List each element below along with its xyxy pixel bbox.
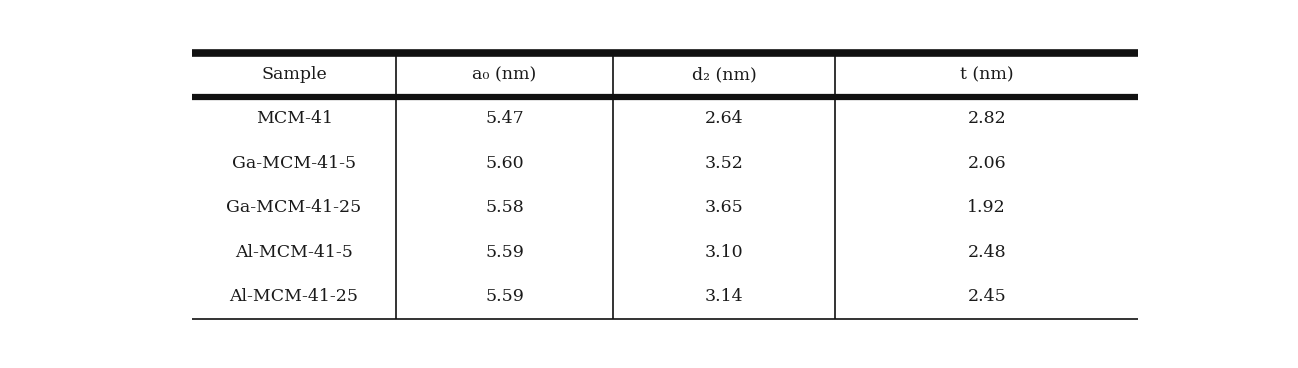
Text: 2.45: 2.45 bbox=[967, 288, 1006, 305]
Text: Sample: Sample bbox=[261, 66, 327, 83]
Text: 5.59: 5.59 bbox=[485, 288, 524, 305]
Text: 5.59: 5.59 bbox=[485, 244, 524, 261]
Text: 2.48: 2.48 bbox=[967, 244, 1006, 261]
Text: 1.92: 1.92 bbox=[967, 199, 1006, 216]
Text: Al-MCM-41-25: Al-MCM-41-25 bbox=[230, 288, 358, 305]
Text: 2.06: 2.06 bbox=[967, 155, 1006, 172]
Text: 2.64: 2.64 bbox=[705, 110, 744, 127]
Text: 5.47: 5.47 bbox=[485, 110, 524, 127]
Text: 3.10: 3.10 bbox=[705, 244, 744, 261]
Text: a₀ (nm): a₀ (nm) bbox=[472, 66, 536, 83]
Text: t (nm): t (nm) bbox=[961, 66, 1014, 83]
Text: 2.82: 2.82 bbox=[967, 110, 1006, 127]
Text: 3.14: 3.14 bbox=[705, 288, 744, 305]
Text: Ga-MCM-41-25: Ga-MCM-41-25 bbox=[226, 199, 362, 216]
Text: Al-MCM-41-5: Al-MCM-41-5 bbox=[235, 244, 353, 261]
Text: 3.65: 3.65 bbox=[705, 199, 744, 216]
Text: MCM-41: MCM-41 bbox=[256, 110, 332, 127]
Text: Ga-MCM-41-5: Ga-MCM-41-5 bbox=[232, 155, 356, 172]
Text: d₂ (nm): d₂ (nm) bbox=[692, 66, 757, 83]
Text: 5.58: 5.58 bbox=[485, 199, 524, 216]
Text: 3.52: 3.52 bbox=[705, 155, 744, 172]
Text: 5.60: 5.60 bbox=[485, 155, 524, 172]
